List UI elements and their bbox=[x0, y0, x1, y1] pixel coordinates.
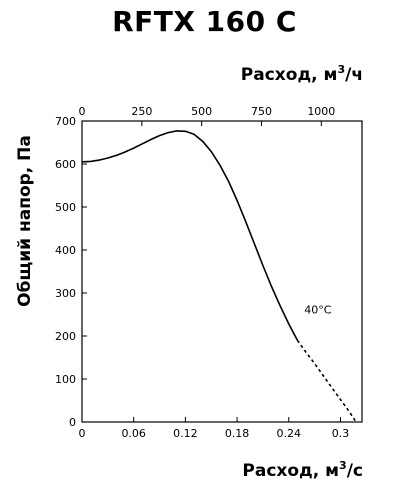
top-x-axis-unit: /ч bbox=[345, 65, 363, 85]
bottom-x-axis-label: Расход, м3/с bbox=[242, 460, 363, 482]
top-x-tick-label-0: 0 bbox=[79, 105, 86, 118]
x-tick-label-5: 0.3 bbox=[332, 427, 350, 440]
fan-curve-dashed-segment bbox=[296, 339, 357, 423]
top-x-axis-label-text: Расход, м bbox=[240, 65, 338, 85]
y-tick-label-3: 300 bbox=[55, 287, 76, 300]
top-x-tick-label-4: 1000 bbox=[307, 105, 335, 118]
bottom-x-axis-label-text: Расход, м bbox=[242, 461, 340, 481]
y-tick-label-4: 400 bbox=[55, 244, 76, 257]
x-tick-label-2: 0.12 bbox=[173, 427, 198, 440]
top-x-axis-unit-exponent: 3 bbox=[337, 63, 346, 76]
y-tick-label-6: 600 bbox=[55, 158, 76, 171]
top-x-axis-label: Расход, м3/ч bbox=[241, 64, 363, 86]
top-x-tick-label-1: 250 bbox=[131, 105, 152, 118]
y-tick-label-1: 100 bbox=[55, 373, 76, 386]
x-tick-label-3: 0.18 bbox=[225, 427, 250, 440]
x-tick-label-0: 0 bbox=[79, 427, 86, 440]
y-tick-label-5: 500 bbox=[55, 201, 76, 214]
x-tick-label-4: 0.24 bbox=[277, 427, 302, 440]
bottom-x-axis-unit: /с bbox=[346, 461, 363, 481]
top-x-tick-label-2: 500 bbox=[191, 105, 212, 118]
fan-curve-solid-segment bbox=[81, 130, 299, 341]
y-tick-label-7: 700 bbox=[55, 115, 76, 128]
y-tick-label-2: 200 bbox=[55, 330, 76, 343]
annotation-0: 40°C bbox=[304, 303, 331, 316]
chart-title: RFTX 160 C bbox=[112, 5, 297, 38]
bottom-x-axis-unit-exponent: 3 bbox=[339, 459, 347, 472]
top-x-tick-label-3: 750 bbox=[251, 105, 272, 118]
y-tick-label-0: 0 bbox=[69, 416, 76, 429]
x-tick-label-1: 0.06 bbox=[121, 427, 146, 440]
plot-frame bbox=[81, 120, 363, 423]
